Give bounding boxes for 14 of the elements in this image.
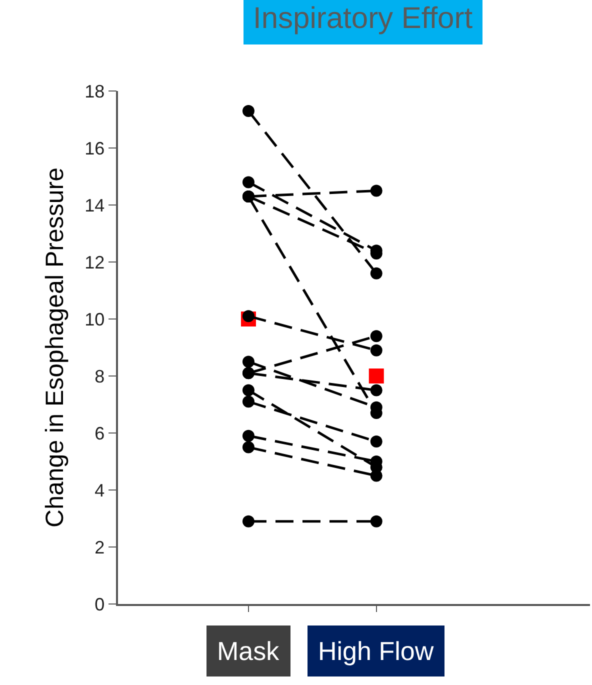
y-axis-title: Change in Esophageal Pressure xyxy=(40,168,69,528)
x-tick-label: Mask xyxy=(217,636,280,666)
y-tick-label: 18 xyxy=(84,81,105,102)
y-tick-label: 16 xyxy=(84,138,105,158)
y-tick-label: 14 xyxy=(84,195,105,216)
y-tick-label: 2 xyxy=(94,537,105,558)
y-tick-label: 12 xyxy=(84,252,105,272)
y-tick-label: 4 xyxy=(94,480,105,500)
y-tick-label: 10 xyxy=(84,309,105,330)
chart-title: Inspiratory Effort xyxy=(253,2,474,35)
y-tick-label: 8 xyxy=(94,366,105,386)
x-tick-label: High Flow xyxy=(318,636,434,666)
y-tick-label: 6 xyxy=(94,423,105,444)
y-tick-label: 0 xyxy=(94,594,105,614)
